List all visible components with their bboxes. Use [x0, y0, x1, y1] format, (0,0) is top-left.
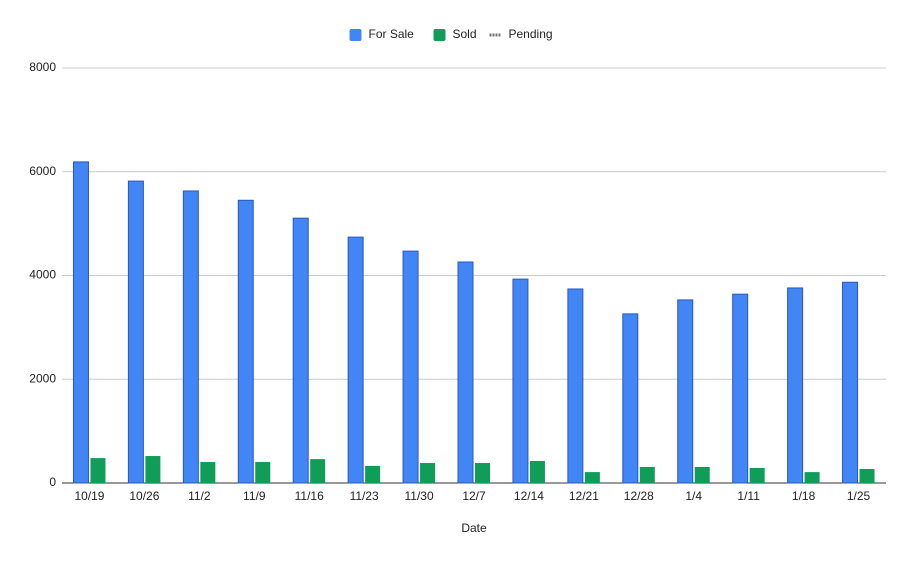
x-tick-label: 1/18 — [792, 489, 816, 503]
bar — [365, 465, 381, 483]
bar — [804, 472, 820, 483]
bar — [347, 236, 364, 484]
bar — [457, 261, 474, 484]
bar — [255, 461, 271, 483]
x-tick-label: 12/7 — [462, 489, 486, 503]
bar — [677, 299, 694, 484]
x-tick-label: 10/26 — [129, 489, 159, 503]
bar — [72, 161, 89, 484]
bar — [859, 468, 875, 483]
bar — [127, 180, 144, 484]
y-tick-label: 0 — [49, 475, 56, 489]
x-tick-label: 12/14 — [514, 489, 544, 503]
x-tick-label: 1/4 — [685, 489, 702, 503]
bar — [787, 287, 804, 484]
bar — [694, 466, 710, 483]
x-tick-label: 11/16 — [295, 489, 324, 503]
x-axis-title: Date — [461, 521, 487, 535]
bar — [90, 458, 106, 483]
x-tick-label: 12/28 — [624, 489, 654, 503]
bar — [622, 313, 639, 484]
bar — [402, 250, 419, 484]
bar — [420, 463, 436, 483]
legend-swatch — [349, 29, 362, 41]
x-tick-label: 12/21 — [569, 489, 599, 503]
legend-swatch — [433, 29, 446, 41]
bar — [529, 460, 545, 483]
x-tick-label: 1/11 — [737, 489, 760, 503]
bar — [475, 463, 490, 483]
legend-label: Pending — [509, 27, 553, 41]
x-tick-label: 11/30 — [404, 489, 433, 503]
legend-label: Sold — [453, 27, 477, 41]
bar — [182, 190, 199, 484]
bar — [310, 459, 326, 483]
bar — [237, 199, 254, 484]
x-tick-label: 10/19 — [74, 489, 104, 503]
bar — [639, 466, 655, 483]
bar — [512, 278, 529, 484]
x-tick-label: 11/23 — [350, 489, 379, 503]
x-tick-label: 11/9 — [243, 489, 266, 503]
y-tick-label: 6000 — [29, 164, 56, 178]
legend-label: For Sale — [369, 27, 415, 41]
bar — [584, 472, 600, 483]
bar — [732, 293, 749, 484]
y-tick-label: 4000 — [29, 268, 56, 282]
x-tick-label: 1/25 — [847, 489, 871, 503]
bar — [200, 461, 216, 483]
bar — [842, 281, 859, 484]
bar — [292, 217, 309, 484]
bar — [749, 467, 765, 483]
y-tick-label: 2000 — [29, 371, 56, 385]
y-tick-label: 8000 — [29, 60, 56, 74]
bar — [145, 456, 161, 483]
bar — [567, 288, 584, 484]
x-tick-label: 11/2 — [188, 489, 211, 503]
